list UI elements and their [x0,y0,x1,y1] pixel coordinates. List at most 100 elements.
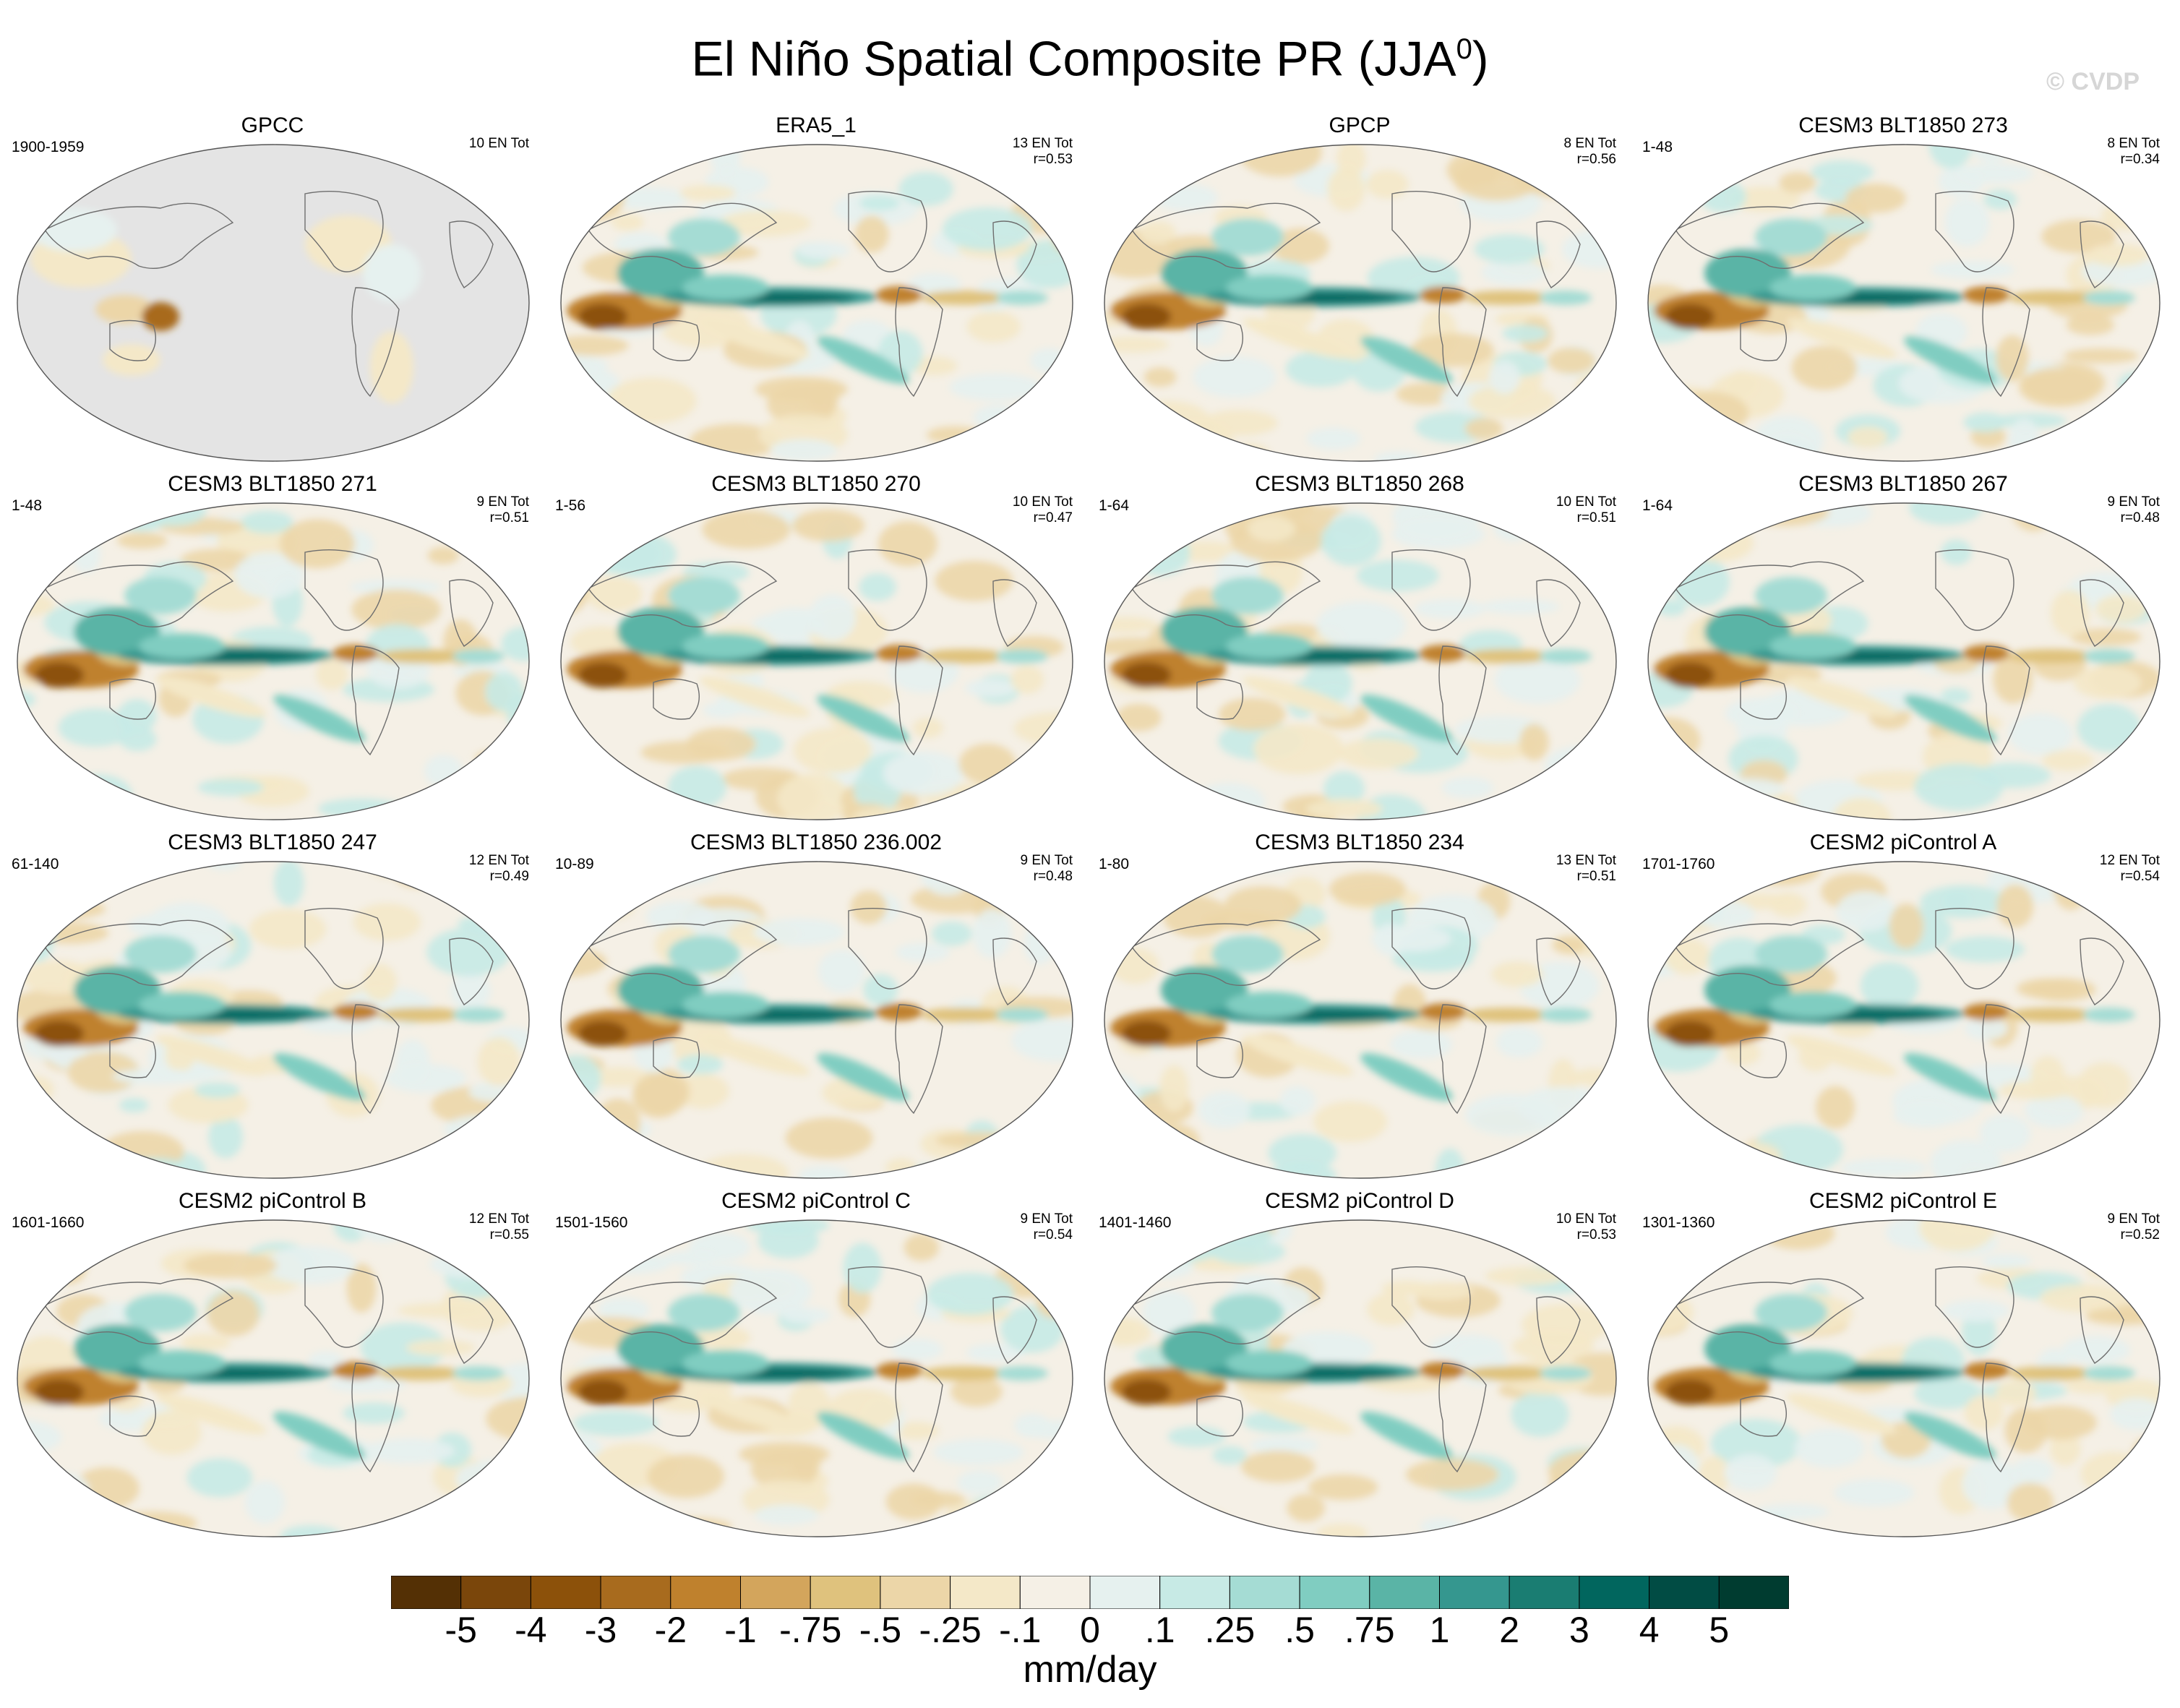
colorbar-box [950,1576,1021,1609]
panel-event-count: 13 EN Tot [1555,853,1616,868]
colorbar-box [880,1576,951,1609]
colorbar-units: mm/day [1023,1649,1157,1691]
colorbar [391,1576,1789,1609]
colorbar-box [1369,1576,1441,1609]
map-panel: CESM2 piControl D 1401-1460 10 EN Tot r=0.5… [1087,1189,1632,1548]
panel-stats: 12 EN Tot r=0.54 [2100,853,2160,885]
panel-stats: 10 EN Tot [469,136,529,152]
colorbar-box [460,1576,531,1609]
panel-event-count: 10 EN Tot [468,136,529,151]
panel-period: 1601-1660 [12,1214,85,1231]
panel-stats: 9 EN Tot r=0.54 [1020,1211,1073,1243]
panel-period: 1-64 [1642,497,1673,514]
colorbar-tick-label: 4 [1639,1610,1660,1650]
panel-event-count: 10 EN Tot [1555,1211,1616,1227]
map-panel: CESM3 BLT1850 247 61-140 12 EN Tot r=0.49 [0,831,545,1190]
colorbar-tick-label: 0 [1080,1610,1100,1650]
panel-title: GPCC [241,113,304,137]
colorbar-tick-label: .25 [1204,1610,1256,1650]
colorbar-box [1229,1576,1300,1609]
map-plot [17,144,530,462]
map-plot [560,861,1073,1179]
cvdp-watermark: © CVDP [2046,68,2140,95]
map-plot [1104,1219,1617,1537]
panel-correlation: r=0.48 [1033,869,1073,884]
panel-period: 1401-1460 [1099,1214,1172,1231]
colorbar-box [1019,1576,1091,1609]
panel-stats: 9 EN Tot r=0.48 [2107,494,2160,526]
panel-stats: 9 EN Tot r=0.51 [476,494,529,526]
panel-title: CESM3 BLT1850 267 [1798,472,2008,496]
colorbar-tick-label: -.5 [859,1610,902,1650]
panel-title: CESM2 piControl C [721,1189,911,1213]
map-panel: CESM2 piControl B 1601-1660 12 EN Tot r=0.5… [0,1189,545,1548]
colorbar-tick-label: -.1 [999,1610,1042,1650]
panel-period: 1-64 [1099,497,1130,514]
panel-title: CESM2 piControl A [1809,831,1997,854]
map-plot [1647,502,2160,820]
panel-correlation: r=0.51 [1576,510,1616,525]
colorbar-box [1159,1576,1230,1609]
map-panel: CESM3 BLT1850 234 1-80 13 EN Tot r=0.51 [1087,831,1632,1190]
panel-event-count: 9 EN Tot [2107,494,2160,510]
panel-correlation: r=0.53 [1033,152,1073,167]
colorbar-tick-label: 2 [1499,1610,1520,1650]
map-plot [1104,144,1617,462]
map-panel: GPCP 8 EN Tot r=0.56 [1087,113,1632,473]
colorbar-tick-label: 1 [1429,1610,1450,1650]
panel-event-count: 9 EN Tot [476,494,529,510]
panel-period: 1301-1360 [1642,1214,1715,1231]
colorbar-box [1718,1576,1789,1609]
colorbar-box [1509,1576,1580,1609]
colorbar-box [1649,1576,1720,1609]
panel-event-count: 12 EN Tot [468,853,529,868]
map-panel: CESM3 BLT1850 268 1-64 10 EN Tot r=0.51 [1087,472,1632,831]
map-panel: ERA5_1 13 EN Tot r=0.53 [544,113,1089,473]
colorbar-tick-label: -2 [654,1610,687,1650]
map-plot [17,861,530,1179]
panel-correlation: r=0.54 [1033,1227,1073,1243]
panel-title: GPCP [1329,113,1391,137]
panel-event-count: 9 EN Tot [1020,853,1073,868]
panel-event-count: 12 EN Tot [2099,853,2160,868]
panel-correlation: r=0.55 [489,1227,529,1243]
colorbar-tick-label: 3 [1569,1610,1589,1650]
colorbar-tick-label: .1 [1144,1610,1175,1650]
panel-event-count: 9 EN Tot [1020,1211,1073,1227]
panel-event-count: 10 EN Tot [1012,494,1073,510]
panel-title: CESM2 piControl D [1265,1189,1454,1213]
map-plot [560,502,1073,820]
panel-period: 1-80 [1099,856,1130,872]
colorbar-tick-label: -5 [445,1610,477,1650]
panel-title: CESM2 piControl E [1808,1189,1998,1213]
colorbar-box [1579,1576,1650,1609]
colorbar-tick-label: -1 [724,1610,757,1650]
panel-correlation: r=0.52 [2120,1227,2160,1243]
panel-period: 1-48 [1642,139,1673,155]
panel-period: 1-48 [12,497,43,514]
map-panel: CESM3 BLT1850 270 1-56 10 EN Tot r=0.47 [544,472,1089,831]
map-plot [17,502,530,820]
panel-event-count: 10 EN Tot [1555,494,1616,510]
panel-event-count: 9 EN Tot [2107,1211,2160,1227]
panel-stats: 8 EN Tot r=0.34 [2107,136,2160,168]
panel-correlation: r=0.51 [1576,869,1616,884]
colorbar-tick-label: .75 [1344,1610,1395,1650]
map-plot [560,1219,1073,1537]
panel-title: CESM3 BLT1850 247 [168,831,377,854]
panel-stats: 8 EN Tot r=0.56 [1563,136,1616,168]
colorbar-tick-label: .5 [1284,1610,1315,1650]
panel-stats: 9 EN Tot r=0.52 [2107,1211,2160,1243]
colorbar-box [1299,1576,1370,1609]
panel-stats: 10 EN Tot r=0.53 [1556,1211,1616,1243]
panel-correlation: r=0.49 [489,869,529,884]
panel-title: ERA5_1 [776,113,857,137]
map-panel: CESM2 piControl E 1301-1360 9 EN Tot r=0.52 [1631,1189,2176,1548]
map-panel: CESM2 piControl C 1501-1560 9 EN Tot r=0.54 [544,1189,1089,1548]
panel-correlation: r=0.56 [1576,152,1616,167]
panel-correlation: r=0.48 [2120,510,2160,525]
panel-period: 1701-1760 [1642,856,1715,872]
panel-title: CESM3 BLT1850 236.002 [690,831,942,854]
panel-event-count: 8 EN Tot [1563,136,1616,151]
colorbar-box [391,1576,462,1609]
